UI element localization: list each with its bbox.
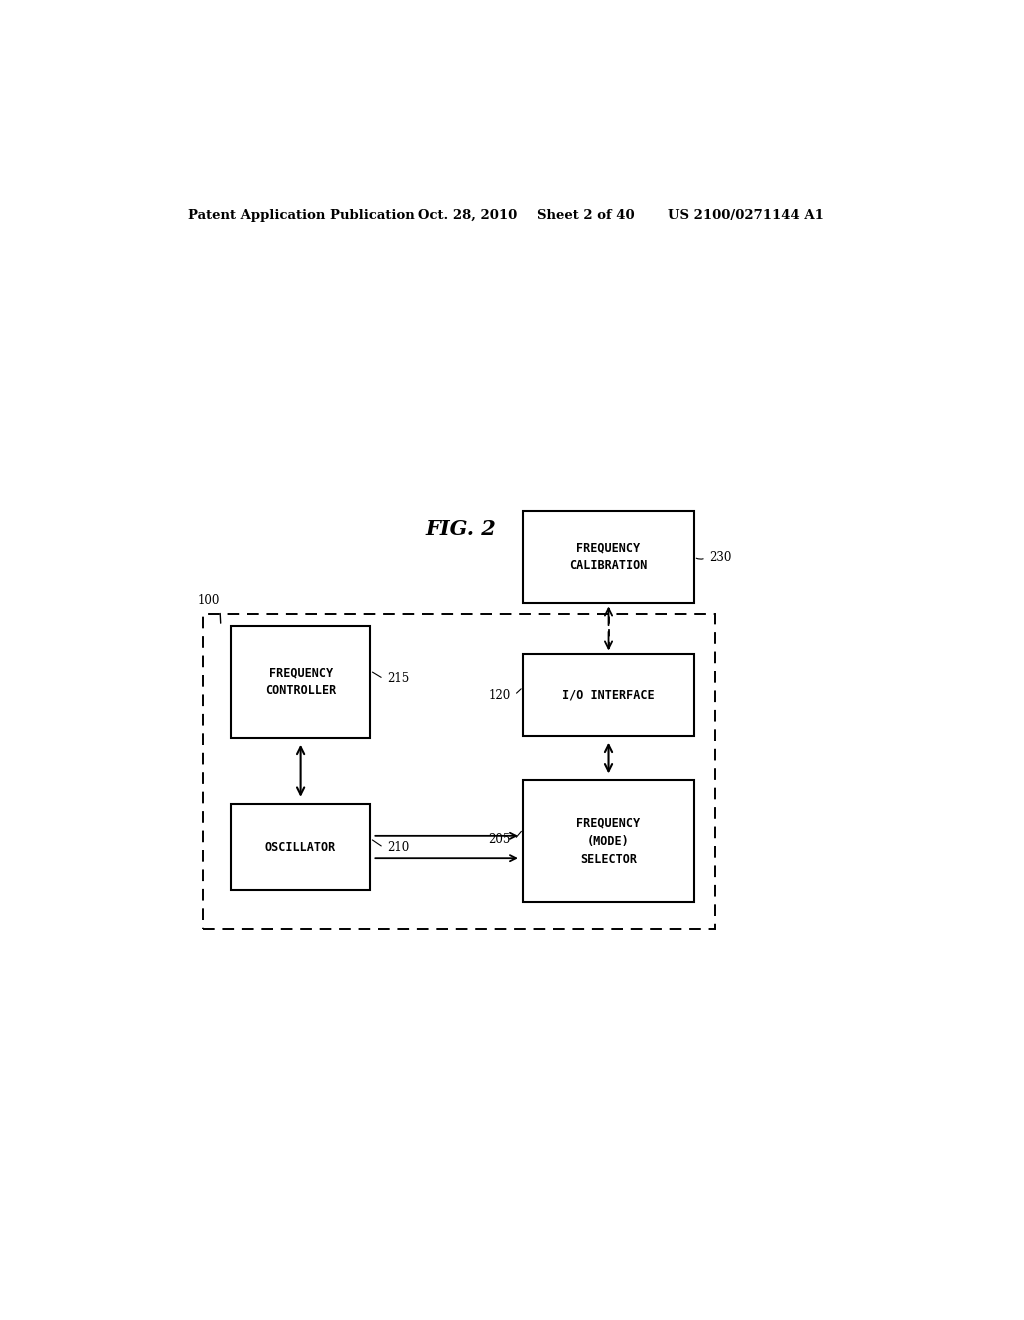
Bar: [523, 780, 694, 903]
Text: 230: 230: [709, 552, 731, 565]
Bar: [204, 614, 715, 929]
Bar: [231, 626, 370, 738]
Text: US 2100/0271144 A1: US 2100/0271144 A1: [668, 209, 823, 222]
Text: 120: 120: [488, 689, 511, 701]
Bar: [231, 804, 370, 890]
Text: Sheet 2 of 40: Sheet 2 of 40: [537, 209, 634, 222]
Text: 210: 210: [387, 841, 410, 854]
Text: Oct. 28, 2010: Oct. 28, 2010: [418, 209, 517, 222]
Text: FREQUENCY
(MODE)
SELECTOR: FREQUENCY (MODE) SELECTOR: [577, 817, 641, 866]
Text: 215: 215: [387, 672, 410, 685]
Bar: [523, 655, 694, 735]
Text: 205: 205: [488, 833, 511, 846]
Text: Patent Application Publication: Patent Application Publication: [187, 209, 415, 222]
Text: OSCILLATOR: OSCILLATOR: [265, 841, 336, 854]
Text: I/O INTERFACE: I/O INTERFACE: [562, 689, 654, 701]
Bar: [523, 511, 694, 602]
Text: FREQUENCY
CALIBRATION: FREQUENCY CALIBRATION: [569, 541, 648, 573]
Text: 100: 100: [198, 594, 220, 607]
Text: FIG. 2: FIG. 2: [426, 519, 497, 540]
Text: FREQUENCY
CONTROLLER: FREQUENCY CONTROLLER: [265, 667, 336, 697]
